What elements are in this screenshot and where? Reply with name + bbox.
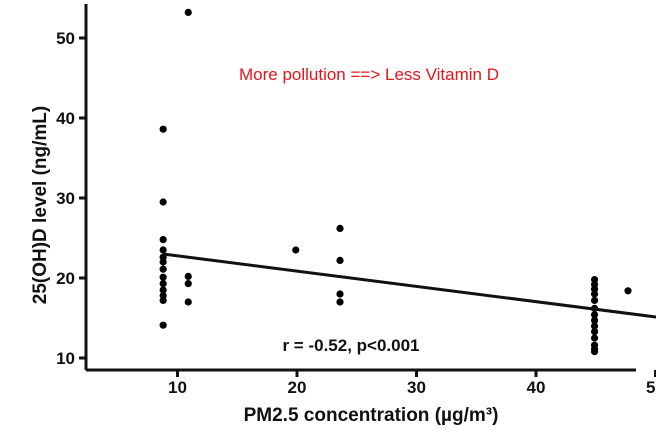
x-tick-label: 10 [168, 378, 187, 397]
y-tick-label: 10 [56, 349, 75, 368]
data-point [159, 321, 167, 329]
data-point [590, 348, 599, 356]
data-point [292, 246, 300, 254]
data-point [590, 322, 599, 330]
x-axis-title: PM2.5 concentration (µg/m³) [244, 405, 499, 426]
data-point [590, 290, 599, 298]
data-points [159, 8, 632, 356]
y-ticks: 10 20 30 40 50 [56, 29, 86, 368]
data-point [159, 286, 167, 294]
data-point [159, 280, 167, 288]
regression-line [162, 252, 656, 319]
data-point [336, 224, 344, 232]
x-tick-label: 20 [288, 378, 307, 397]
data-point [590, 328, 599, 336]
data-point [159, 236, 167, 244]
data-point [159, 198, 167, 206]
data-point [590, 316, 599, 324]
data-point [159, 273, 167, 281]
data-point [590, 296, 599, 304]
axes [84, 4, 636, 372]
data-point [624, 287, 632, 295]
y-tick-label: 50 [56, 29, 75, 48]
data-point [336, 290, 344, 298]
data-point [590, 334, 599, 342]
headline-annotation: More pollution ==> Less Vitamin D [239, 65, 499, 84]
data-point [159, 292, 167, 300]
x-tick-label: 50 [646, 378, 656, 397]
data-point [590, 311, 599, 319]
data-point [184, 272, 192, 280]
x-ticks: 10 20 30 40 50 [168, 370, 656, 397]
y-tick-label: 20 [56, 269, 75, 288]
data-point [184, 8, 192, 16]
stats-annotation: r = -0.52, p<0.001 [282, 336, 419, 355]
y-tick-label: 30 [56, 189, 75, 208]
y-tick-label: 40 [56, 109, 75, 128]
data-point [184, 280, 192, 288]
y-axis-title: 25(OH)D level (ng/mL) [30, 106, 51, 304]
data-point [159, 246, 167, 254]
data-point [159, 265, 167, 273]
data-point [184, 298, 192, 306]
data-point [336, 298, 344, 306]
data-point [159, 125, 167, 133]
x-tick-label: 30 [407, 378, 426, 397]
data-point [336, 256, 344, 264]
x-tick-label: 40 [527, 378, 546, 397]
